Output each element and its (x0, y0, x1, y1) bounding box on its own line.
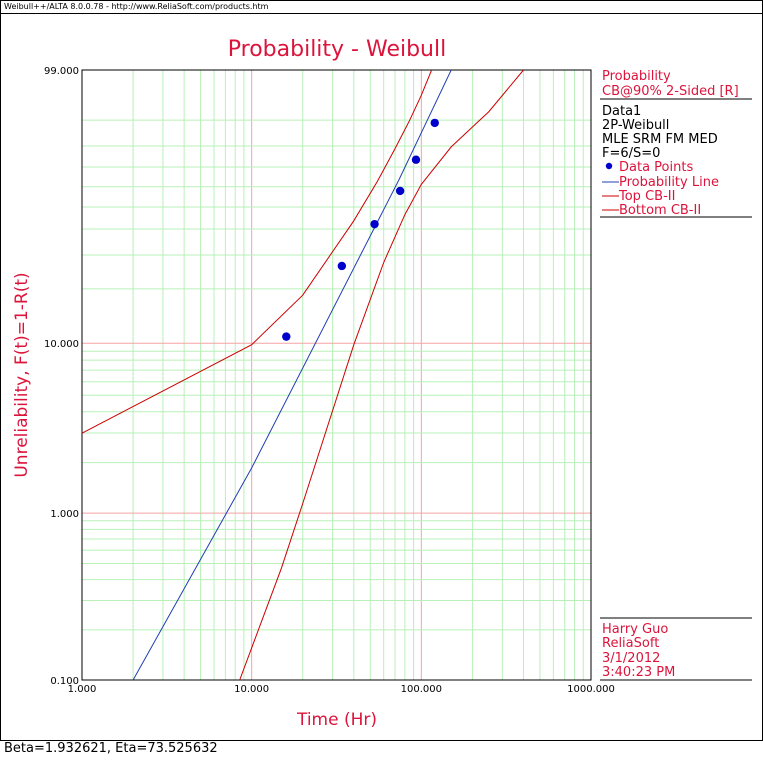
x-tick-label: 100.000 (401, 684, 442, 695)
report-time: 3:40:23 PM (602, 665, 675, 680)
legend: Probability CB@90% 2-Sided [R] Data1 2P-… (600, 69, 752, 218)
data-point (411, 155, 421, 164)
legend-confidence: CB@90% 2-Sided [R] (602, 84, 739, 99)
legend-header: Probability (602, 69, 671, 84)
series-clip-group (82, 70, 524, 680)
tick-labels: 1.000 10.000 100.000 1000.0000.1001.00010.0… (44, 66, 615, 695)
data-point (395, 186, 405, 196)
status-bar: Beta=1.932621, Eta=73.525632 (4, 741, 218, 756)
chart-title: Probability - Weibull (228, 37, 446, 62)
grid (82, 70, 591, 680)
legend-counts: F=6/S=0 (602, 146, 660, 161)
bottom-cb-line (239, 70, 524, 680)
x-tick-label: 1.000 (68, 684, 97, 695)
top-cb-line (82, 70, 433, 434)
legend-method: MLE SRM FM MED (602, 132, 718, 147)
user-company: ReliaSoft (602, 636, 659, 651)
data-point (430, 118, 439, 128)
x-axis-label: Time (Hr) (296, 710, 377, 730)
window-title: Weibull++/ALTA 8.0.0.78 - http://www.Rel… (4, 2, 269, 11)
legend-item-bottom-cb: Bottom CB-II (619, 203, 701, 218)
probability-chart: 1.000 10.000 100.000 1000.0000.1001.00010.0… (12, 37, 752, 730)
plot-area (81, 69, 592, 681)
legend-item-data-points: Data Points (619, 160, 693, 175)
legend-item-top-cb: Top CB-II (618, 189, 675, 204)
y-tick-label: 10.000 (44, 339, 79, 350)
y-tick-label: 1.000 (50, 509, 79, 520)
legend-item-probability-line: Probability Line (619, 175, 719, 190)
y-axis-label: Unreliability, F(t)=1-R(t) (12, 272, 32, 477)
user-info: Harry Guo ReliaSoft 3/1/2012 3:40:23 PM (600, 617, 752, 681)
x-tick-label: 1000.000 (567, 684, 615, 695)
legend-model: 2P-Weibull (602, 118, 669, 133)
series-layer (82, 70, 524, 680)
probability-line (132, 70, 452, 680)
legend-dataset: Data1 (602, 104, 641, 119)
data-point (282, 332, 291, 341)
user-name: Harry Guo (602, 622, 668, 637)
title-divider (1, 13, 762, 14)
y-tick-label: 0.100 (50, 676, 79, 687)
data-point (337, 261, 347, 271)
data-point (370, 219, 379, 229)
report-date: 3/1/2012 (602, 651, 660, 666)
legend-marker-icon (605, 162, 613, 170)
x-tick-label: 10.000 (234, 684, 269, 695)
y-tick-label: 99.000 (44, 66, 79, 77)
